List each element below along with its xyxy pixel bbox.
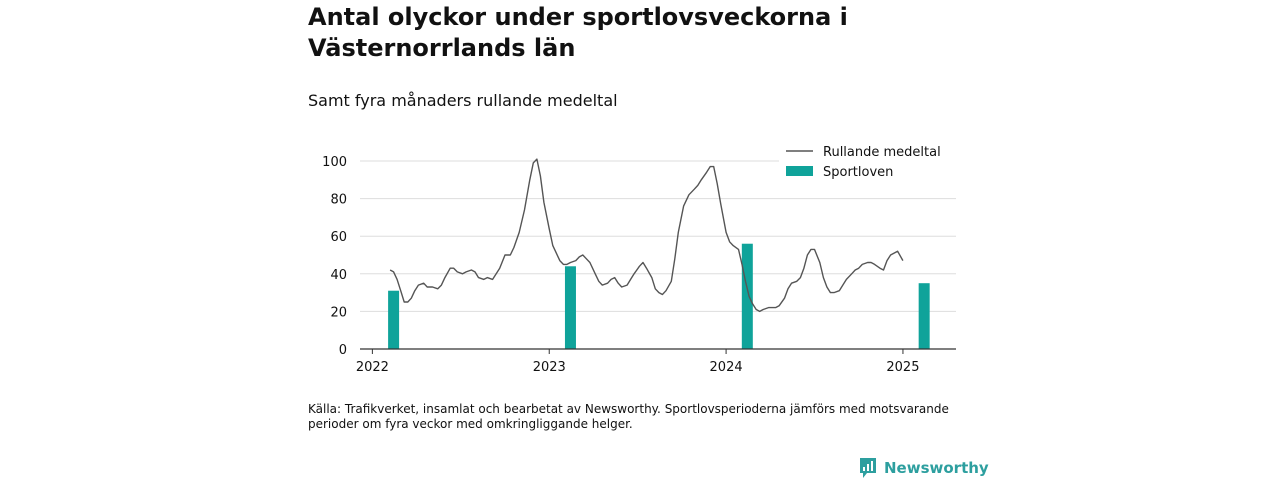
bar-series xyxy=(388,243,930,349)
legend-label-sportlov: Sportloven xyxy=(823,165,893,180)
line-series xyxy=(389,158,904,313)
bar xyxy=(741,243,753,349)
bar xyxy=(564,266,576,349)
rolling-average-line xyxy=(389,158,904,313)
y-tick-label: 100 xyxy=(322,155,347,170)
axes: 0 20 40 60 80 100 2022 2023 2024 2025 xyxy=(322,155,956,375)
legend-background xyxy=(779,139,959,189)
brand-logo: Newsworthy xyxy=(858,457,989,479)
legend-label-rolling-average: Rullande medeltal xyxy=(823,145,941,160)
newsworthy-logo-icon xyxy=(860,458,876,478)
chart-subtitle: Samt fyra månaders rullande medeltal xyxy=(308,91,618,110)
bar xyxy=(388,290,400,349)
bar xyxy=(918,283,930,349)
legend: Rullande medeltal Sportloven xyxy=(779,139,959,189)
y-tick-label: 60 xyxy=(330,230,347,245)
brand-name: Newsworthy xyxy=(884,459,989,477)
y-tick-label: 0 xyxy=(339,343,347,358)
x-tick-label: 2022 xyxy=(356,360,389,375)
chart: 0 20 40 60 80 100 2022 2023 2024 2025 Rullande me… xyxy=(322,139,959,375)
x-tick-label: 2025 xyxy=(886,360,919,375)
x-tick-label: 2023 xyxy=(533,360,566,375)
source-note: Källa: Trafikverket, insamlat och bearbe… xyxy=(308,402,949,431)
y-tick-label: 80 xyxy=(330,193,347,208)
x-tick-label: 2024 xyxy=(710,360,743,375)
legend-bar-swatch xyxy=(786,166,813,176)
y-tick-label: 20 xyxy=(330,305,347,320)
y-tick-label: 40 xyxy=(330,268,347,283)
chart-title: Antal olyckor under sportlovsveckorna i … xyxy=(308,3,848,62)
